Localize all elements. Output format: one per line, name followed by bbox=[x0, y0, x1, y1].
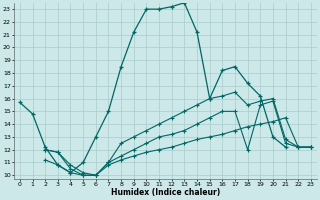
X-axis label: Humidex (Indice chaleur): Humidex (Indice chaleur) bbox=[111, 188, 220, 197]
